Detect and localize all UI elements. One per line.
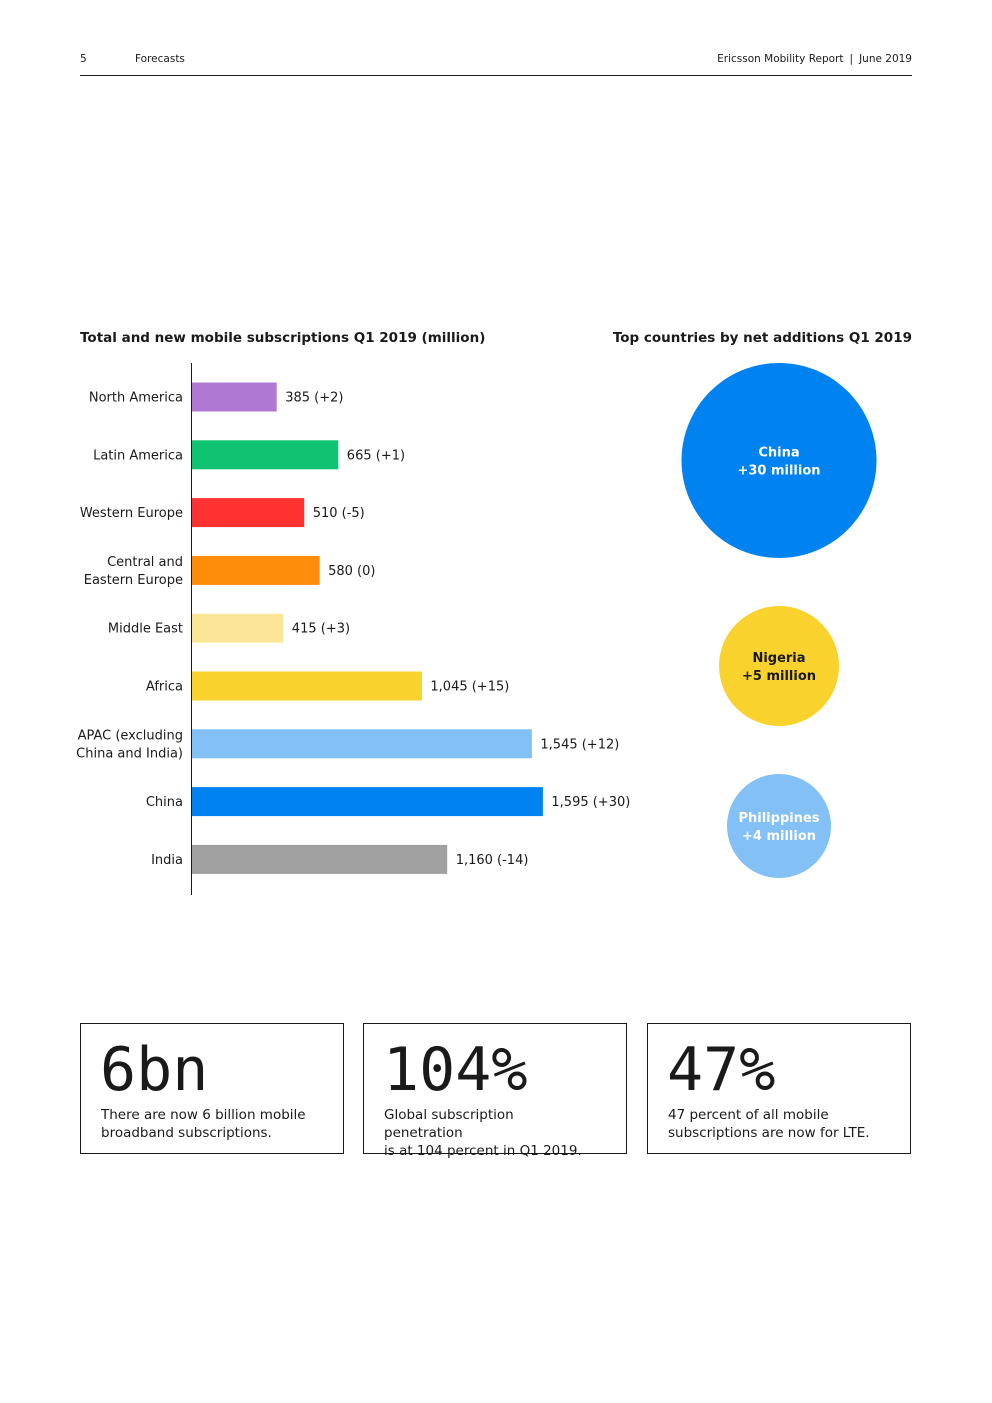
bubble-value-label: +5 million	[742, 669, 816, 684]
stat-description-line: subscriptions are now for LTE.	[668, 1125, 870, 1141]
bubble-value-label: +4 million	[742, 829, 816, 844]
data-label: 1,595 (+30)	[551, 795, 630, 810]
category-label: North America	[89, 391, 183, 406]
category-label-line: Africa	[146, 680, 183, 695]
stat-description-line: is at 104 percent in Q1 2019.	[384, 1143, 582, 1159]
category-label: Africa	[146, 680, 183, 695]
bubble-chart-title: Top countries by net additions Q1 2019	[612, 330, 912, 346]
bar	[192, 498, 305, 528]
category-label: Middle East	[108, 622, 183, 637]
category-label: Central and Eastern Europe	[84, 555, 183, 588]
bubble-value-label: +30 million	[737, 464, 820, 479]
category-label-line: Latin America	[93, 448, 183, 463]
bar	[192, 729, 532, 759]
category-label-line: China and India)	[76, 746, 183, 761]
report-name: Ericsson Mobility Report	[717, 53, 844, 65]
stat-value: 47%	[667, 1035, 776, 1105]
net-additions-bubble-chart: China +30 million Nigeria +5 million Philipp…	[681, 363, 877, 878]
data-label: 1,160 (-14)	[456, 853, 529, 868]
running-head: Ericsson Mobility Report | June 2019	[717, 53, 912, 65]
bar	[192, 613, 284, 643]
stat-card-mobile-broadband: 6bn There are now 6 billion mobile broadb…	[80, 1023, 344, 1154]
stat-description-line: There are now 6 billion mobile	[101, 1107, 306, 1123]
bar	[192, 671, 422, 701]
category-label: Western Europe	[80, 506, 183, 521]
page-header: 5 Forecasts Ericsson Mobility Report | Jun…	[80, 53, 912, 76]
stat-description-line: broadband subscriptions.	[101, 1125, 272, 1141]
category-label-line: APAC (excluding	[78, 728, 183, 743]
bubble	[719, 606, 839, 726]
stat-card-lte: 47% 47 percent of all mobile subscription…	[647, 1023, 911, 1154]
page-number: 5	[80, 53, 87, 65]
bubble	[727, 774, 831, 878]
stat-value: 104%	[383, 1035, 528, 1105]
subscriptions-bar-chart: North America 385 (+2) Latin America 665 (+…	[76, 363, 630, 895]
bar-chart-title: Total and new mobile subscriptions Q1 20…	[80, 330, 486, 346]
stat-description: There are now 6 billion mobile broadband …	[101, 1106, 311, 1142]
bar	[192, 844, 448, 874]
data-label: 1,545 (+12)	[540, 737, 619, 752]
bar	[192, 440, 339, 470]
data-label: 385 (+2)	[285, 391, 343, 406]
category-label-line: Middle East	[108, 622, 183, 637]
category-label: Latin America	[93, 448, 183, 463]
data-label: 1,045 (+15)	[430, 680, 509, 695]
stat-description: 47 percent of all mobile subscriptions ar…	[668, 1106, 878, 1142]
data-label: 510 (-5)	[313, 506, 365, 521]
stat-description: Global subscription penetration is at 104…	[384, 1106, 594, 1160]
bubble-country-label: Philippines	[738, 811, 819, 826]
bar	[192, 787, 543, 817]
data-label: 415 (+3)	[292, 622, 350, 637]
bubble-country-label: Nigeria	[752, 651, 805, 666]
bar	[192, 555, 320, 585]
bubble	[681, 363, 877, 558]
header-separator: |	[849, 53, 854, 65]
category-label-line: Eastern Europe	[84, 573, 183, 588]
section-name: Forecasts	[135, 53, 185, 65]
category-label: India	[151, 853, 183, 868]
data-label: 665 (+1)	[347, 448, 405, 463]
category-label-line: China	[146, 795, 183, 810]
category-label: APAC (excluding China and India)	[76, 728, 183, 761]
category-label: China	[146, 795, 183, 810]
stat-value: 6bn	[100, 1035, 209, 1105]
category-label-line: India	[151, 853, 183, 868]
stat-description-line: 47 percent of all mobile	[668, 1107, 829, 1123]
bubble-country-label: China	[758, 446, 799, 461]
stat-card-penetration: 104% Global subscription penetration is a…	[363, 1023, 627, 1159]
category-label-line: Central and	[107, 555, 183, 570]
data-label: 580 (0)	[328, 564, 375, 579]
category-label-line: Western Europe	[80, 506, 183, 521]
report-date: June 2019	[859, 53, 912, 65]
bar	[192, 382, 277, 412]
category-label-line: North America	[89, 391, 183, 406]
stat-description-line: Global subscription penetration	[384, 1107, 514, 1141]
